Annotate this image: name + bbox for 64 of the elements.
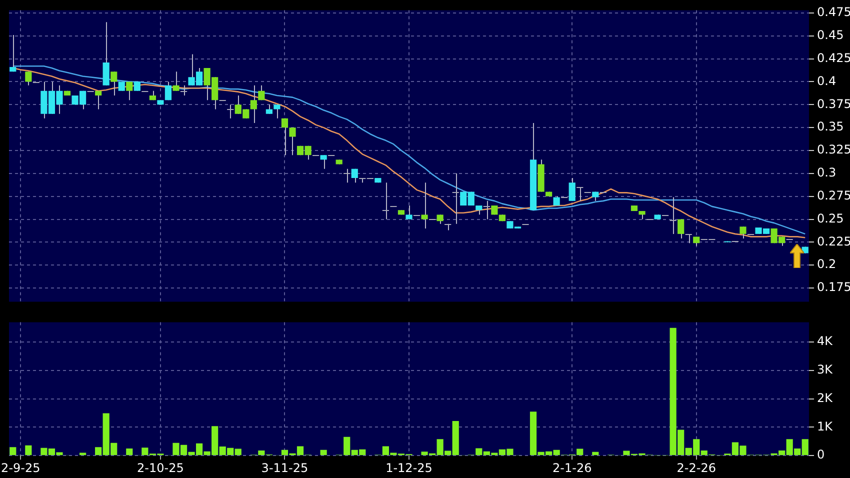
y-tick-label: 0.325: [817, 142, 850, 157]
candlestick: [452, 172, 460, 224]
candlestick: [250, 84, 257, 124]
candlestick: [10, 34, 16, 72]
y-tick-label: 4K: [817, 334, 834, 348]
y-tick-label: 0.275: [817, 188, 850, 202]
candlestick: [118, 81, 125, 92]
candlestick: [281, 118, 288, 156]
candlestick: [482, 200, 490, 220]
bar: [320, 450, 327, 456]
bar: [25, 445, 32, 456]
candlestick: [226, 104, 234, 119]
candlestick: [164, 81, 172, 101]
y-tick-label: 0.175: [817, 280, 850, 294]
candlestick: [382, 182, 390, 220]
x-tick-label: 2-9-25: [1, 460, 40, 475]
candlestick: [406, 205, 412, 220]
candlestick: [110, 71, 118, 96]
candlestick: [289, 127, 296, 156]
candlestick: [740, 226, 746, 240]
candlestick: [274, 104, 280, 119]
y-tick-label: 0.2: [817, 257, 836, 272]
y-tick-label: 2K: [817, 390, 834, 405]
candlestick: [693, 236, 700, 246]
y-tick-label: 0.4: [817, 74, 836, 88]
candlestick: [258, 84, 265, 101]
candlestick: [134, 81, 140, 92]
y-tick-label: 0.25: [817, 211, 844, 226]
candlestick: [684, 233, 692, 244]
y-tick-label: 0.225: [817, 234, 850, 248]
bar: [10, 447, 16, 456]
y-tick-label: 0.45: [817, 28, 844, 42]
candlestick: [102, 22, 110, 86]
y-tick-label: 0.3: [817, 166, 836, 180]
candlestick: [669, 196, 677, 234]
y-tick-label: 0.375: [817, 96, 850, 111]
y-tick-label: 0: [817, 448, 825, 462]
candlestick: [180, 84, 188, 96]
candlestick: [172, 71, 180, 92]
bar: [126, 448, 133, 456]
y-tick-label: 0.475: [817, 5, 850, 20]
candlestick: [678, 218, 684, 240]
x-tick-label: 2-10-25: [137, 460, 184, 475]
x-tick-label: 2-1-26: [552, 460, 592, 475]
x-tick-label: 2-2-26: [676, 460, 716, 475]
candlestick: [320, 154, 327, 170]
candlestick: [126, 81, 133, 101]
x-tick-label: 3-11-25: [261, 460, 308, 475]
bar: [592, 452, 599, 456]
candlestick: [343, 168, 351, 184]
candlestick: [476, 205, 482, 216]
candlestick: [568, 178, 576, 202]
candlestick: [351, 168, 358, 184]
candlestick: [576, 186, 584, 202]
y-tick-label: 1K: [817, 419, 834, 434]
candlestick: [436, 214, 444, 224]
x-tick-label: 1-12-25: [386, 460, 432, 475]
candlestick: [25, 71, 32, 86]
y-tick-label: 0.425: [817, 50, 850, 65]
y-tick-label: 0.35: [817, 120, 844, 134]
y-tick-label: 3K: [817, 362, 834, 377]
candlestick: [266, 104, 272, 114]
candlestick: [95, 90, 102, 110]
candlestick: [421, 182, 428, 229]
